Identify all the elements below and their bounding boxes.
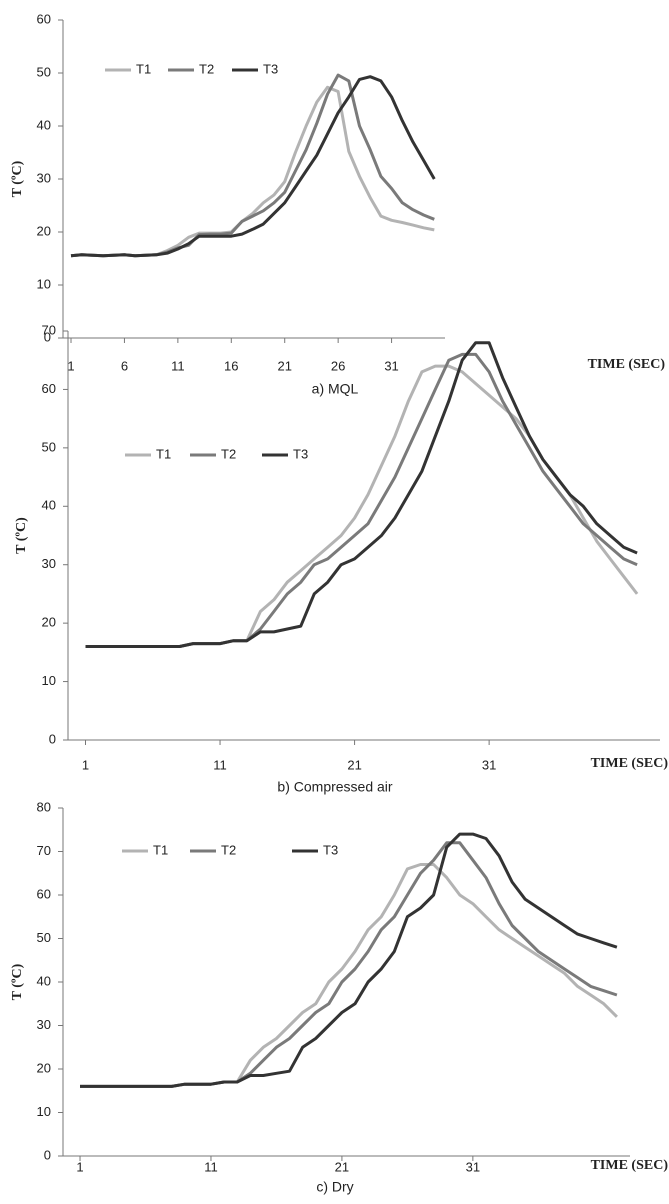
x-tick-label: 1: [76, 1159, 83, 1174]
legend-label: T3: [323, 842, 338, 857]
legend-label: T1: [156, 446, 171, 461]
y-tick-label: 40: [42, 498, 56, 513]
x-tick-label: 31: [482, 757, 496, 772]
y-tick-label: 30: [37, 1017, 51, 1032]
y-tick-label: 30: [42, 556, 56, 571]
series-line: [70, 75, 436, 258]
x-tick-label: 31: [384, 358, 398, 373]
y-tick-label: 50: [37, 64, 51, 79]
x-tick-label: 21: [347, 757, 361, 772]
x-tick-label: 1: [67, 358, 74, 373]
chart-caption: a) MQL: [312, 381, 359, 397]
x-tick-label: 11: [204, 1159, 218, 1174]
y-tick-label: 60: [37, 886, 51, 901]
x-tick-label: 21: [335, 1159, 349, 1174]
y-tick-label: 0: [44, 1147, 51, 1162]
y-tick-label: 10: [37, 1104, 51, 1119]
y-tick-label: 30: [37, 170, 51, 185]
legend-label: T2: [199, 61, 214, 76]
y-tick-label: 50: [37, 930, 51, 945]
x-tick-label: 6: [121, 358, 128, 373]
y-tick-label: 60: [37, 11, 51, 26]
chart-caption: b) Compressed air: [277, 779, 392, 795]
y-axis-label: T (ºC): [10, 963, 25, 1000]
x-tick-label: 21: [277, 358, 291, 373]
x-axis-label: TIME (SEC): [591, 756, 669, 771]
y-tick-label: 70: [42, 322, 56, 337]
x-tick-label: 31: [466, 1159, 480, 1174]
y-tick-label: 20: [37, 1060, 51, 1075]
series-line: [80, 841, 618, 1088]
legend-label: T3: [263, 61, 278, 76]
y-tick-label: 20: [42, 615, 56, 630]
series-line: [85, 352, 638, 648]
y-axis-label: T (ºC): [10, 160, 25, 197]
series-line: [85, 364, 639, 648]
legend-label: T3: [293, 446, 308, 461]
x-tick-label: 16: [224, 358, 238, 373]
series-line: [85, 341, 638, 648]
legend-label: T1: [153, 842, 168, 857]
x-tick-label: 1: [82, 757, 89, 772]
y-tick-label: 0: [44, 329, 51, 344]
y-tick-label: 60: [42, 381, 56, 396]
y-tick-label: 20: [37, 223, 51, 238]
y-tick-label: 10: [37, 276, 51, 291]
y-tick-label: 40: [37, 973, 51, 988]
y-axis-label: T (ºC): [14, 517, 29, 554]
series-line: [80, 832, 618, 1088]
x-axis-label: TIME (SEC): [591, 1158, 669, 1173]
y-tick-label: 50: [42, 439, 56, 454]
x-tick-label: 11: [213, 757, 227, 772]
legend-label: T1: [136, 61, 151, 76]
x-tick-label: 26: [331, 358, 345, 373]
chart-caption: c) Dry: [316, 1179, 353, 1195]
legend-label: T2: [221, 842, 236, 857]
y-tick-label: 10: [42, 673, 56, 688]
y-tick-label: 70: [37, 843, 51, 858]
y-tick-label: 0: [49, 731, 56, 746]
x-tick-label: 11: [171, 358, 185, 373]
y-tick-label: 80: [37, 799, 51, 814]
x-axis-label: TIME (SEC): [588, 357, 666, 372]
y-tick-label: 40: [37, 117, 51, 132]
legend-label: T2: [221, 446, 236, 461]
